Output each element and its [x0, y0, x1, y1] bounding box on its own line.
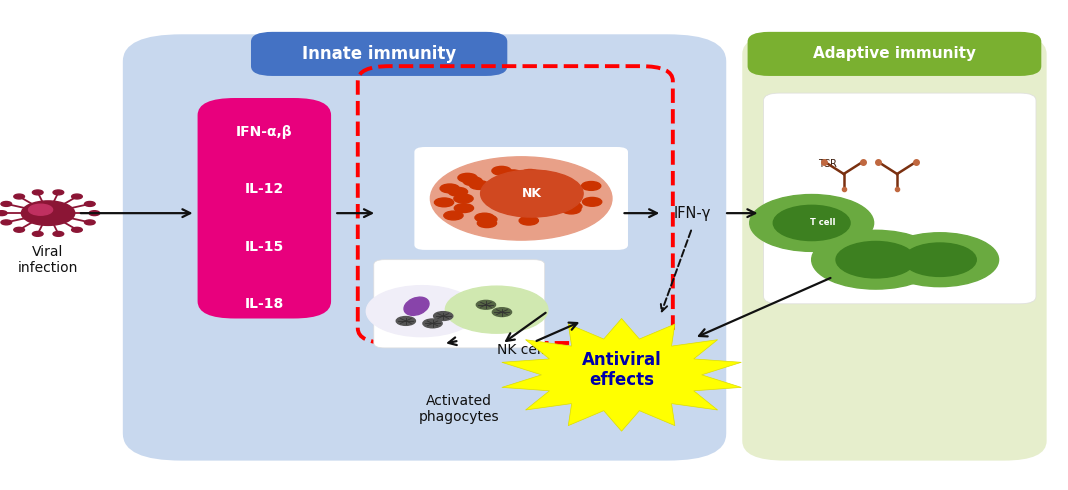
- Circle shape: [1, 220, 12, 225]
- Circle shape: [32, 231, 43, 236]
- Text: Activated
phagocytes: Activated phagocytes: [419, 394, 500, 424]
- Circle shape: [454, 204, 473, 213]
- Circle shape: [72, 227, 82, 232]
- Circle shape: [492, 167, 512, 175]
- FancyBboxPatch shape: [764, 93, 1036, 304]
- Circle shape: [32, 190, 43, 195]
- Circle shape: [53, 190, 64, 195]
- Text: Viral
infection: Viral infection: [18, 245, 78, 275]
- Circle shape: [481, 170, 583, 217]
- Circle shape: [773, 205, 850, 241]
- Circle shape: [477, 219, 497, 227]
- Circle shape: [519, 216, 538, 225]
- Circle shape: [444, 211, 464, 220]
- Circle shape: [84, 220, 95, 225]
- Circle shape: [0, 211, 7, 216]
- Circle shape: [562, 205, 581, 214]
- Circle shape: [582, 197, 601, 206]
- Circle shape: [520, 170, 539, 178]
- Text: IFN-γ: IFN-γ: [674, 206, 710, 220]
- FancyBboxPatch shape: [742, 34, 1047, 461]
- FancyBboxPatch shape: [251, 32, 507, 76]
- Circle shape: [503, 170, 522, 179]
- Circle shape: [750, 195, 874, 251]
- Circle shape: [430, 157, 612, 240]
- Text: NK cell: NK cell: [498, 343, 545, 357]
- Circle shape: [1, 201, 12, 206]
- Circle shape: [470, 181, 489, 190]
- Text: TCR: TCR: [818, 159, 837, 169]
- Circle shape: [528, 171, 547, 180]
- Text: Adaptive immunity: Adaptive immunity: [813, 47, 976, 61]
- Circle shape: [29, 204, 52, 215]
- Circle shape: [445, 286, 548, 333]
- Ellipse shape: [404, 297, 429, 316]
- Circle shape: [366, 286, 477, 337]
- FancyBboxPatch shape: [198, 98, 331, 318]
- Circle shape: [836, 242, 915, 278]
- FancyBboxPatch shape: [123, 34, 726, 461]
- Circle shape: [531, 171, 550, 180]
- FancyBboxPatch shape: [374, 260, 545, 348]
- Polygon shape: [502, 318, 741, 431]
- Circle shape: [53, 231, 64, 236]
- Circle shape: [21, 201, 75, 225]
- Circle shape: [14, 227, 25, 232]
- Circle shape: [477, 215, 497, 224]
- Text: IL-18: IL-18: [245, 297, 284, 311]
- Circle shape: [582, 181, 601, 190]
- Circle shape: [449, 187, 468, 196]
- Circle shape: [492, 308, 512, 317]
- Text: Antiviral
effects: Antiviral effects: [582, 350, 661, 390]
- Text: IL-15: IL-15: [245, 240, 284, 254]
- Circle shape: [904, 243, 976, 276]
- Circle shape: [458, 173, 477, 182]
- Circle shape: [89, 211, 99, 216]
- Circle shape: [14, 194, 25, 199]
- Text: T cell: T cell: [810, 219, 835, 227]
- FancyBboxPatch shape: [748, 32, 1041, 76]
- Text: Innate immunity: Innate immunity: [302, 45, 456, 63]
- Circle shape: [435, 198, 454, 207]
- Circle shape: [475, 213, 494, 222]
- Circle shape: [434, 312, 453, 320]
- FancyBboxPatch shape: [414, 147, 628, 250]
- Circle shape: [84, 201, 95, 206]
- Text: IFN-α,β: IFN-α,β: [236, 125, 293, 139]
- Text: IL-12: IL-12: [245, 182, 284, 196]
- Circle shape: [476, 300, 496, 309]
- Circle shape: [881, 233, 999, 287]
- Circle shape: [440, 184, 459, 193]
- Circle shape: [423, 319, 442, 328]
- Circle shape: [812, 230, 940, 289]
- Circle shape: [454, 194, 473, 203]
- Text: NK: NK: [522, 187, 541, 200]
- Circle shape: [464, 177, 483, 186]
- Circle shape: [396, 317, 415, 325]
- Circle shape: [563, 202, 582, 211]
- Circle shape: [72, 194, 82, 199]
